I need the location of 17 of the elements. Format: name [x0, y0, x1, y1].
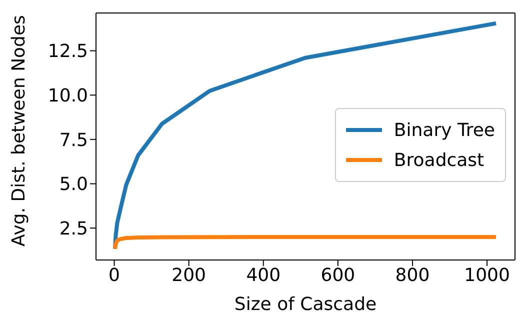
x-axis-title: Size of Cascade	[234, 294, 377, 315]
x-tick-label: 0	[108, 264, 120, 286]
x-tick-label: 600	[320, 264, 356, 286]
x-tick-label: 800	[395, 264, 430, 286]
y-tick-label: 12.5	[48, 41, 88, 62]
x-tick-label: 1000	[464, 264, 510, 286]
x-tick-label: 200	[172, 264, 206, 286]
legend-label: Broadcast	[394, 150, 484, 170]
y-tick-label: 5.0	[59, 174, 88, 196]
line-series	[113, 234, 498, 251]
y-axis-title: Avg. Dist. between Nodes	[8, 15, 30, 246]
y-tick-label: 2.5	[59, 218, 88, 240]
y-tick-label: 7.5	[59, 130, 88, 151]
line-series	[113, 21, 498, 251]
x-tick-label: 400	[246, 264, 281, 286]
legend-label: Binary Tree	[394, 120, 495, 140]
y-tick-label: 10.0	[48, 85, 88, 106]
